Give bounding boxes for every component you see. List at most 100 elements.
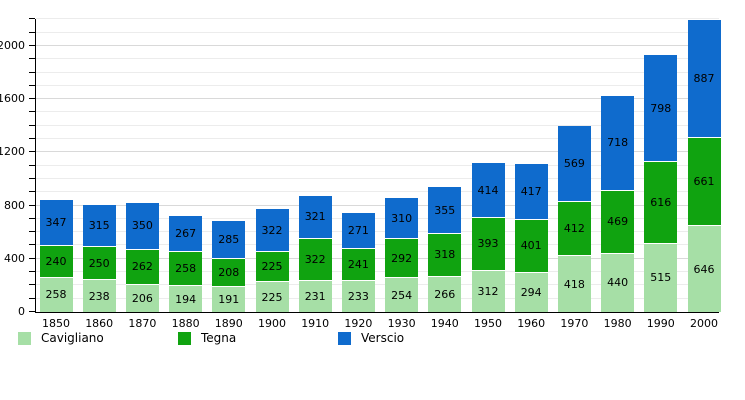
- bar-group-1910: 321 322 231: [298, 195, 332, 312]
- bar-value-label: 315: [88, 219, 110, 233]
- gridline: [36, 138, 719, 140]
- bar-value-label: 401: [520, 239, 542, 253]
- bar-value-label: 887: [693, 72, 715, 86]
- gridline: [36, 271, 719, 273]
- gridline: [36, 71, 719, 73]
- bar-segment-verscio: 322: [255, 209, 289, 253]
- x-axis-label: 1910: [301, 317, 330, 330]
- gridline: [36, 244, 719, 246]
- bar-segment-cavigliano: 266: [428, 276, 462, 312]
- bar-value-label: 355: [434, 203, 456, 217]
- bar-value-label: 322: [304, 252, 326, 266]
- bar-segment-tegna: 240: [39, 245, 73, 278]
- bar-value-label: 258: [175, 262, 197, 276]
- bar-segment-verscio: 355: [428, 187, 462, 235]
- bar-segment-verscio: 798: [644, 55, 678, 162]
- gridline: [36, 111, 719, 113]
- bar-segment-tegna: 616: [644, 161, 678, 244]
- bar-segment-verscio: 285: [212, 221, 246, 259]
- bar-value-label: 318: [434, 248, 456, 262]
- bar-segment-tegna: 318: [428, 234, 462, 277]
- bar-segment-cavigliano: 258: [39, 277, 73, 312]
- bar-value-label: 350: [131, 219, 153, 233]
- x-axis-label: 1970: [560, 317, 589, 330]
- y-axis-tick: [29, 71, 35, 73]
- bar-value-label: 440: [607, 276, 629, 290]
- gridline: [36, 204, 719, 206]
- bar-segment-cavigliano: 294: [514, 272, 548, 312]
- y-axis-tick: [29, 164, 35, 166]
- legend-label-cavigliano: Cavigliano: [41, 331, 104, 345]
- bar-group-1950: 414 393 312: [471, 163, 505, 312]
- gridline: [36, 297, 719, 299]
- bar-group-1920: 271 241 233: [341, 212, 375, 312]
- bar-segment-tegna: 401: [514, 219, 548, 273]
- y-axis-tick: [29, 311, 35, 312]
- bar-segment-tegna: 258: [169, 251, 203, 287]
- bar-value-label: 267: [175, 227, 197, 241]
- legend-swatch-tegna: [178, 331, 191, 345]
- bar-group-1850: 347 240 258: [39, 199, 73, 312]
- bar-segment-cavigliano: 191: [212, 286, 246, 312]
- x-axis-label: 1960: [517, 317, 546, 330]
- bar-value-label: 798: [650, 101, 672, 115]
- gridline: [36, 44, 719, 46]
- bar-value-label: 417: [520, 184, 542, 198]
- bar-segment-cavigliano: 515: [644, 243, 678, 312]
- bar-value-label: 418: [563, 277, 585, 291]
- bar-segment-tegna: 292: [385, 239, 419, 279]
- bar-value-label: 262: [131, 260, 153, 274]
- gridline: [36, 217, 719, 219]
- legend-item-tegna: Tegna: [178, 330, 236, 346]
- bar-value-label: 240: [45, 254, 67, 268]
- x-axis-label: 1890: [214, 317, 243, 330]
- y-axis-label: 1600: [0, 92, 25, 106]
- gridline: [36, 124, 719, 126]
- bar-segment-verscio: 569: [557, 125, 591, 202]
- y-axis-tick: [29, 284, 35, 286]
- bar-value-label: 191: [218, 292, 240, 306]
- bar-value-label: 241: [347, 257, 369, 271]
- bar-segment-verscio: 310: [385, 198, 419, 240]
- gridline: [36, 231, 719, 233]
- bar-value-label: 231: [304, 290, 326, 304]
- bar-segment-cavigliano: 231: [298, 281, 332, 312]
- bar-value-label: 238: [88, 289, 110, 303]
- x-axis-label: 1860: [85, 317, 114, 330]
- bar-value-label: 194: [175, 292, 197, 306]
- bar-group-1980: 718 469 440: [601, 95, 635, 312]
- y-axis-tick: [29, 84, 35, 86]
- bar-value-label: 515: [650, 271, 672, 285]
- bar-segment-verscio: 271: [341, 212, 375, 249]
- gridline: [36, 31, 719, 33]
- x-axis-label: 1870: [128, 317, 157, 330]
- bar-segment-cavigliano: 233: [341, 281, 375, 312]
- gridline: [36, 191, 719, 193]
- bar-segment-tegna: 208: [212, 258, 246, 287]
- y-axis-tick: [29, 138, 35, 140]
- bar-group-1970: 569 412 418: [557, 125, 591, 312]
- bar-value-label: 414: [477, 183, 499, 197]
- bar-value-label: 271: [347, 223, 369, 237]
- bar-value-label: 718: [607, 136, 629, 150]
- legend-label-tegna: Tegna: [201, 331, 237, 345]
- x-axis-label: 1950: [474, 317, 502, 330]
- y-axis-tick: [29, 98, 35, 100]
- bar-value-label: 285: [218, 232, 240, 246]
- bar-group-2000: 887 661 646: [687, 20, 721, 312]
- bar-group-1990: 798 616 515: [644, 55, 678, 312]
- bar-group-1880: 267 258 194: [169, 216, 203, 312]
- bar-value-label: 250: [88, 256, 110, 270]
- bar-segment-tegna: 225: [255, 252, 289, 283]
- bar-segment-tegna: 469: [601, 191, 635, 254]
- y-axis-tick: [29, 31, 35, 33]
- x-axis-label: 1980: [603, 317, 632, 330]
- plot-area: 0 400 800 1200 1600 2000 347 240 258 1850 315 250 23…: [0, 18, 721, 330]
- bar-segment-cavigliano: 206: [125, 284, 159, 312]
- bar-value-label: 206: [131, 291, 153, 305]
- y-axis-tick: [29, 231, 35, 233]
- y-axis-tick: [29, 244, 35, 246]
- bar-segment-tegna: 393: [471, 218, 505, 271]
- y-axis-tick: [29, 297, 35, 299]
